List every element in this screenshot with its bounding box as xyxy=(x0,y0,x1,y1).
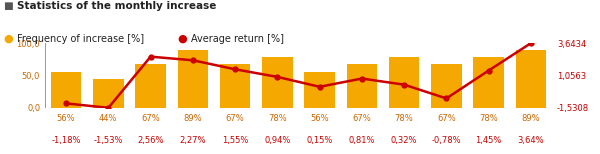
Text: 2,56%: 2,56% xyxy=(137,136,164,144)
Text: 78%: 78% xyxy=(479,114,498,123)
Bar xyxy=(347,65,377,108)
Text: 78%: 78% xyxy=(268,114,287,123)
Bar xyxy=(93,79,124,108)
Text: 1,55%: 1,55% xyxy=(222,136,248,144)
Text: 56%: 56% xyxy=(310,114,329,123)
Text: 56%: 56% xyxy=(57,114,76,123)
Bar xyxy=(220,65,250,108)
Text: ●: ● xyxy=(177,34,187,44)
Text: 67%: 67% xyxy=(226,114,245,123)
Bar xyxy=(389,57,419,108)
Bar xyxy=(431,65,461,108)
Text: Average return [%]: Average return [%] xyxy=(191,34,284,44)
Bar xyxy=(51,72,82,108)
Text: 44%: 44% xyxy=(99,114,118,123)
Text: 67%: 67% xyxy=(141,114,160,123)
Bar xyxy=(473,57,504,108)
Text: 0,15%: 0,15% xyxy=(307,136,333,144)
Text: 0,32%: 0,32% xyxy=(391,136,418,144)
Text: 89%: 89% xyxy=(184,114,202,123)
Text: -1,53%: -1,53% xyxy=(94,136,123,144)
Text: -1,18%: -1,18% xyxy=(52,136,81,144)
Text: 67%: 67% xyxy=(437,114,456,123)
Text: 78%: 78% xyxy=(395,114,413,123)
Text: 89%: 89% xyxy=(521,114,540,123)
Bar xyxy=(304,72,335,108)
Text: 1,45%: 1,45% xyxy=(475,136,502,144)
Text: Frequency of increase [%]: Frequency of increase [%] xyxy=(17,34,144,44)
Text: 3,64%: 3,64% xyxy=(518,136,544,144)
Text: 2,27%: 2,27% xyxy=(179,136,206,144)
Text: ■: ■ xyxy=(3,1,13,11)
Bar xyxy=(515,50,546,108)
Text: ●: ● xyxy=(3,34,13,44)
Bar xyxy=(178,50,208,108)
Bar xyxy=(262,57,293,108)
Text: -0,78%: -0,78% xyxy=(431,136,461,144)
Text: Statistics of the monthly increase: Statistics of the monthly increase xyxy=(17,1,216,11)
Bar xyxy=(136,65,166,108)
Text: 67%: 67% xyxy=(352,114,371,123)
Text: 0,81%: 0,81% xyxy=(349,136,375,144)
Text: 0,94%: 0,94% xyxy=(264,136,290,144)
